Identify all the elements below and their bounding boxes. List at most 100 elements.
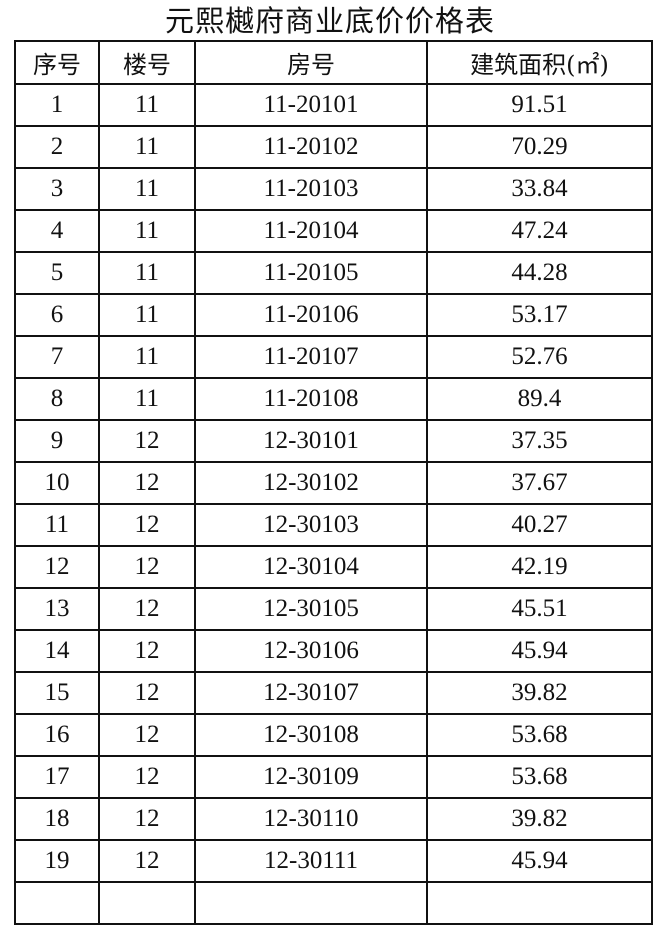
- cell-building: 12: [98, 629, 196, 673]
- table-row: 11 12 12-30103 40.27: [14, 503, 653, 547]
- empty-cell: [14, 881, 100, 925]
- cell-room: 11-20106: [194, 293, 428, 337]
- cell-building: 11: [98, 251, 196, 295]
- cell-index: 2: [14, 125, 100, 169]
- cell-room: 11-20102: [194, 125, 428, 169]
- price-table: 序号 楼号 房号 建筑面积(㎡) 1 11 11-20101 91.51 2 11 11-2…: [14, 40, 653, 925]
- cell-building: 12: [98, 713, 196, 757]
- cell-building: 11: [98, 167, 196, 211]
- cell-index: 10: [14, 461, 100, 505]
- cell-index: 19: [14, 839, 100, 883]
- empty-cell: [98, 881, 196, 925]
- cell-area: 52.76: [426, 335, 653, 379]
- cell-room: 11-20108: [194, 377, 428, 421]
- cell-area: 39.82: [426, 797, 653, 841]
- cell-room: 11-20101: [194, 83, 428, 127]
- cell-index: 3: [14, 167, 100, 211]
- table-row: 3 11 11-20103 33.84: [14, 167, 653, 211]
- cell-room: 11-20105: [194, 251, 428, 295]
- cell-building: 11: [98, 83, 196, 127]
- empty-cell: [426, 881, 653, 925]
- cell-area: 33.84: [426, 167, 653, 211]
- cell-building: 11: [98, 125, 196, 169]
- cell-index: 14: [14, 629, 100, 673]
- table-row: 13 12 12-30105 45.51: [14, 587, 653, 631]
- cell-room: 12-30108: [194, 713, 428, 757]
- cell-building: 12: [98, 587, 196, 631]
- cell-index: 7: [14, 335, 100, 379]
- cell-area: 89.4: [426, 377, 653, 421]
- cell-index: 13: [14, 587, 100, 631]
- table-row: 14 12 12-30106 45.94: [14, 629, 653, 673]
- cell-area: 39.82: [426, 671, 653, 715]
- table-row: 2 11 11-20102 70.29: [14, 125, 653, 169]
- cell-building: 11: [98, 209, 196, 253]
- cell-index: 17: [14, 755, 100, 799]
- cell-room: 12-30109: [194, 755, 428, 799]
- cell-index: 6: [14, 293, 100, 337]
- cell-index: 18: [14, 797, 100, 841]
- cell-area: 37.67: [426, 461, 653, 505]
- empty-cell: [194, 881, 428, 925]
- cell-room: 12-30104: [194, 545, 428, 589]
- cell-room: 11-20104: [194, 209, 428, 253]
- table-row: 15 12 12-30107 39.82: [14, 671, 653, 715]
- cell-area: 40.27: [426, 503, 653, 547]
- cell-area: 53.17: [426, 293, 653, 337]
- cell-room: 12-30103: [194, 503, 428, 547]
- cell-area: 53.68: [426, 713, 653, 757]
- table-row-partial: [14, 881, 653, 925]
- cell-index: 15: [14, 671, 100, 715]
- cell-building: 12: [98, 461, 196, 505]
- cell-index: 1: [14, 83, 100, 127]
- table-row: 7 11 11-20107 52.76: [14, 335, 653, 379]
- table-header-row: 序号 楼号 房号 建筑面积(㎡): [14, 40, 653, 85]
- cell-building: 11: [98, 293, 196, 337]
- table-row: 6 11 11-20106 53.17: [14, 293, 653, 337]
- header-index: 序号: [14, 40, 100, 85]
- header-room: 房号: [194, 40, 428, 85]
- table-row: 17 12 12-30109 53.68: [14, 755, 653, 799]
- cell-room: 12-30111: [194, 839, 428, 883]
- table-row: 10 12 12-30102 37.67: [14, 461, 653, 505]
- cell-index: 5: [14, 251, 100, 295]
- cell-room: 12-30105: [194, 587, 428, 631]
- cell-room: 11-20107: [194, 335, 428, 379]
- cell-building: 11: [98, 377, 196, 421]
- page-title: 元熙樾府商业底价价格表: [164, 4, 495, 38]
- cell-index: 9: [14, 419, 100, 463]
- header-building: 楼号: [98, 40, 196, 85]
- cell-building: 12: [98, 797, 196, 841]
- header-area: 建筑面积(㎡): [426, 40, 653, 85]
- table-row: 19 12 12-30111 45.94: [14, 839, 653, 883]
- cell-index: 4: [14, 209, 100, 253]
- cell-building: 12: [98, 671, 196, 715]
- cell-room: 12-30110: [194, 797, 428, 841]
- table-row: 18 12 12-30110 39.82: [14, 797, 653, 841]
- cell-index: 11: [14, 503, 100, 547]
- table-row: 9 12 12-30101 37.35: [14, 419, 653, 463]
- table-row: 12 12 12-30104 42.19: [14, 545, 653, 589]
- table-row: 8 11 11-20108 89.4: [14, 377, 653, 421]
- cell-room: 12-30101: [194, 419, 428, 463]
- cell-area: 45.94: [426, 839, 653, 883]
- cell-building: 12: [98, 503, 196, 547]
- cell-area: 44.28: [426, 251, 653, 295]
- table-row: 4 11 11-20104 47.24: [14, 209, 653, 253]
- cell-index: 16: [14, 713, 100, 757]
- cell-building: 12: [98, 755, 196, 799]
- cell-index: 12: [14, 545, 100, 589]
- cell-area: 42.19: [426, 545, 653, 589]
- cell-building: 12: [98, 419, 196, 463]
- cell-index: 8: [14, 377, 100, 421]
- cell-building: 12: [98, 545, 196, 589]
- cell-room: 12-30106: [194, 629, 428, 673]
- cell-area: 37.35: [426, 419, 653, 463]
- cell-area: 45.94: [426, 629, 653, 673]
- cell-building: 12: [98, 839, 196, 883]
- table-row: 5 11 11-20105 44.28: [14, 251, 653, 295]
- cell-area: 47.24: [426, 209, 653, 253]
- cell-room: 11-20103: [194, 167, 428, 211]
- cell-area: 70.29: [426, 125, 653, 169]
- table-row: 16 12 12-30108 53.68: [14, 713, 653, 757]
